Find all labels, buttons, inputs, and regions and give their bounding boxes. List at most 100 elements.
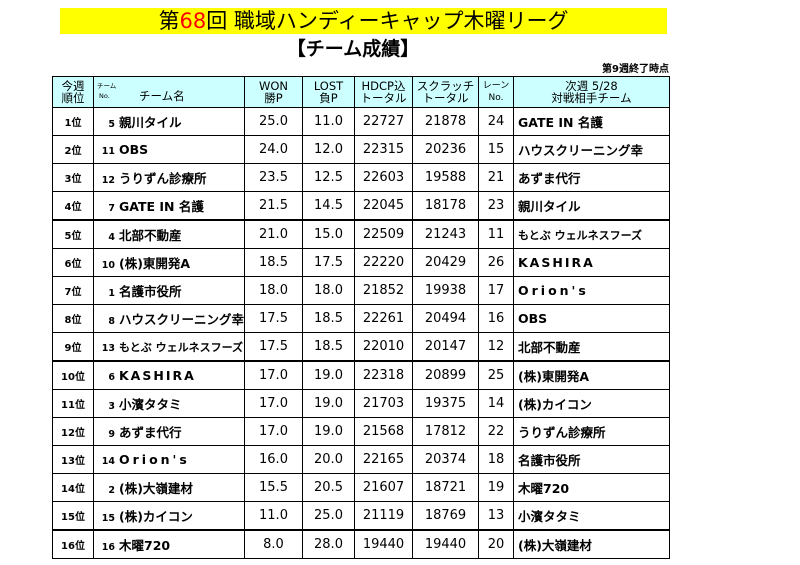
won-cell: 17.0 [244,417,303,446]
team-name: 名護市役所 [119,284,182,299]
header-hdcp-line2: トータル [360,91,407,105]
won-cell: 21.0 [244,219,303,249]
lost-cell: 18.0 [302,276,355,305]
table-row: 9位 13 もとぶ ウェルネスフーズ 17.5 18.5 22010 20147 … [52,332,670,362]
rank-cell: 15位 [52,501,94,531]
rank-cell: 14位 [52,473,94,502]
opponent-cell: ハウスクリーニング幸 [513,135,670,164]
header-rank-line2: 順位 [61,91,85,105]
header-won: WON 勝P [244,76,303,108]
team-number: 7 [108,203,115,214]
hdcp-cell: 22509 [354,219,413,249]
page-subtitle: 【チーム成績】 [286,38,420,60]
team-number: 16 [101,542,115,553]
header-next: 次週 5/28 対戦相手チーム [513,76,670,108]
team-name: (株)大嶺建材 [119,481,193,496]
team-cell: 12 うりずん診療所 [93,163,245,192]
team-cell: 2 (株)大嶺建材 [93,473,245,502]
hdcp-cell: 21568 [354,417,413,446]
team-number: 6 [108,372,115,383]
won-cell: 23.5 [244,163,303,192]
hdcp-cell: 22318 [354,360,413,390]
lost-cell: 14.5 [302,191,355,221]
hdcp-cell: 21119 [354,501,413,531]
won-cell: 24.0 [244,135,303,164]
team-cell: 6 KASHIRA [93,360,245,390]
hdcp-cell: 22165 [354,445,413,474]
header-scratch: スクラッチ トータル [412,76,479,108]
lost-cell: 17.5 [302,248,355,277]
team-number: 8 [108,316,115,327]
team-name: Orion's [119,452,190,467]
rank-cell: 10位 [52,360,94,390]
rank-cell: 2位 [52,135,94,164]
lane-cell: 17 [478,276,514,305]
header-lane: レーン No. [478,76,514,108]
header-lane-line2: No. [488,93,504,103]
team-name: KASHIRA [119,368,196,383]
hdcp-cell: 19440 [354,529,413,559]
header-rank: 今週 順位 [52,76,94,108]
team-number: 13 [101,342,115,354]
lost-cell: 12.0 [302,135,355,164]
team-name: もとぶ ウェルネスフーズ [119,340,244,354]
won-cell: 21.5 [244,191,303,221]
team-name: 親川タイル [119,115,182,130]
header-team-small2: No. [99,92,110,100]
header-lost-line2: 負P [319,91,338,105]
table-row: 4位 7 GATE IN 名護 21.5 14.5 22045 18178 23 … [52,191,670,221]
team-number: 4 [108,232,115,243]
team-cell: 8 ハウスクリーニング幸 [93,304,245,333]
header-team: チーム No. チーム名 [93,76,245,108]
lane-cell: 13 [478,501,514,531]
header-row: 今週 順位 チーム No. チーム名 WON 勝P LOST 負P HDCP込 … [52,76,670,108]
team-number: 14 [101,456,115,467]
hdcp-cell: 21703 [354,389,413,418]
lane-cell: 14 [478,389,514,418]
team-cell: 1 名護市役所 [93,276,245,305]
scratch-cell: 20899 [412,360,479,390]
standings-table: 今週 順位 チーム No. チーム名 WON 勝P LOST 負P HDCP込 … [52,76,670,559]
scratch-cell: 19938 [412,276,479,305]
team-cell: 10 (株)東開発A [93,248,245,277]
scratch-cell: 20374 [412,445,479,474]
hdcp-cell: 22727 [354,107,413,136]
lane-cell: 11 [478,219,514,249]
won-cell: 17.5 [244,332,303,362]
lost-cell: 18.5 [302,304,355,333]
title-suffix: 回 職域ハンディーキャップ木曜リーグ [206,9,569,33]
table-row: 2位 11 OBS 24.0 12.0 22315 20236 15 ハウスクリー… [52,135,670,164]
won-cell: 18.0 [244,276,303,305]
lane-cell: 25 [478,360,514,390]
header-won-line2: 勝P [264,91,283,105]
lost-cell: 19.0 [302,389,355,418]
opponent-cell: Orion's [513,276,670,305]
scratch-cell: 20236 [412,135,479,164]
team-number: 12 [101,175,115,186]
rank-cell: 1位 [52,107,94,136]
team-number: 11 [101,146,115,157]
scratch-cell: 18769 [412,501,479,531]
scratch-cell: 20494 [412,304,479,333]
scratch-cell: 20429 [412,248,479,277]
lost-cell: 12.5 [302,163,355,192]
opponent-cell: KASHIRA [513,248,670,277]
rank-cell: 9位 [52,332,94,362]
header-rank-line1: 今週 [61,79,85,93]
table-row: 13位 14 Orion's 16.0 20.0 22165 20374 18 名… [52,445,670,474]
team-name: (株)カイコン [119,509,193,524]
team-name: 小濱タタミ [119,397,182,412]
table-row: 5位 4 北部不動産 21.0 15.0 22509 21243 11 もとぶ ウ… [52,219,670,249]
won-cell: 17.0 [244,360,303,390]
team-cell: 3 小濱タタミ [93,389,245,418]
team-number: 1 [108,288,115,299]
table-row: 3位 12 うりずん診療所 23.5 12.5 22603 19588 21 あず… [52,163,670,192]
lane-cell: 19 [478,473,514,502]
scratch-cell: 21243 [412,219,479,249]
opponent-cell: 名護市役所 [513,445,670,474]
hdcp-cell: 22010 [354,332,413,362]
lost-cell: 11.0 [302,107,355,136]
lane-cell: 15 [478,135,514,164]
header-scratch-line1: スクラッチ [416,79,475,93]
scratch-cell: 20147 [412,332,479,362]
